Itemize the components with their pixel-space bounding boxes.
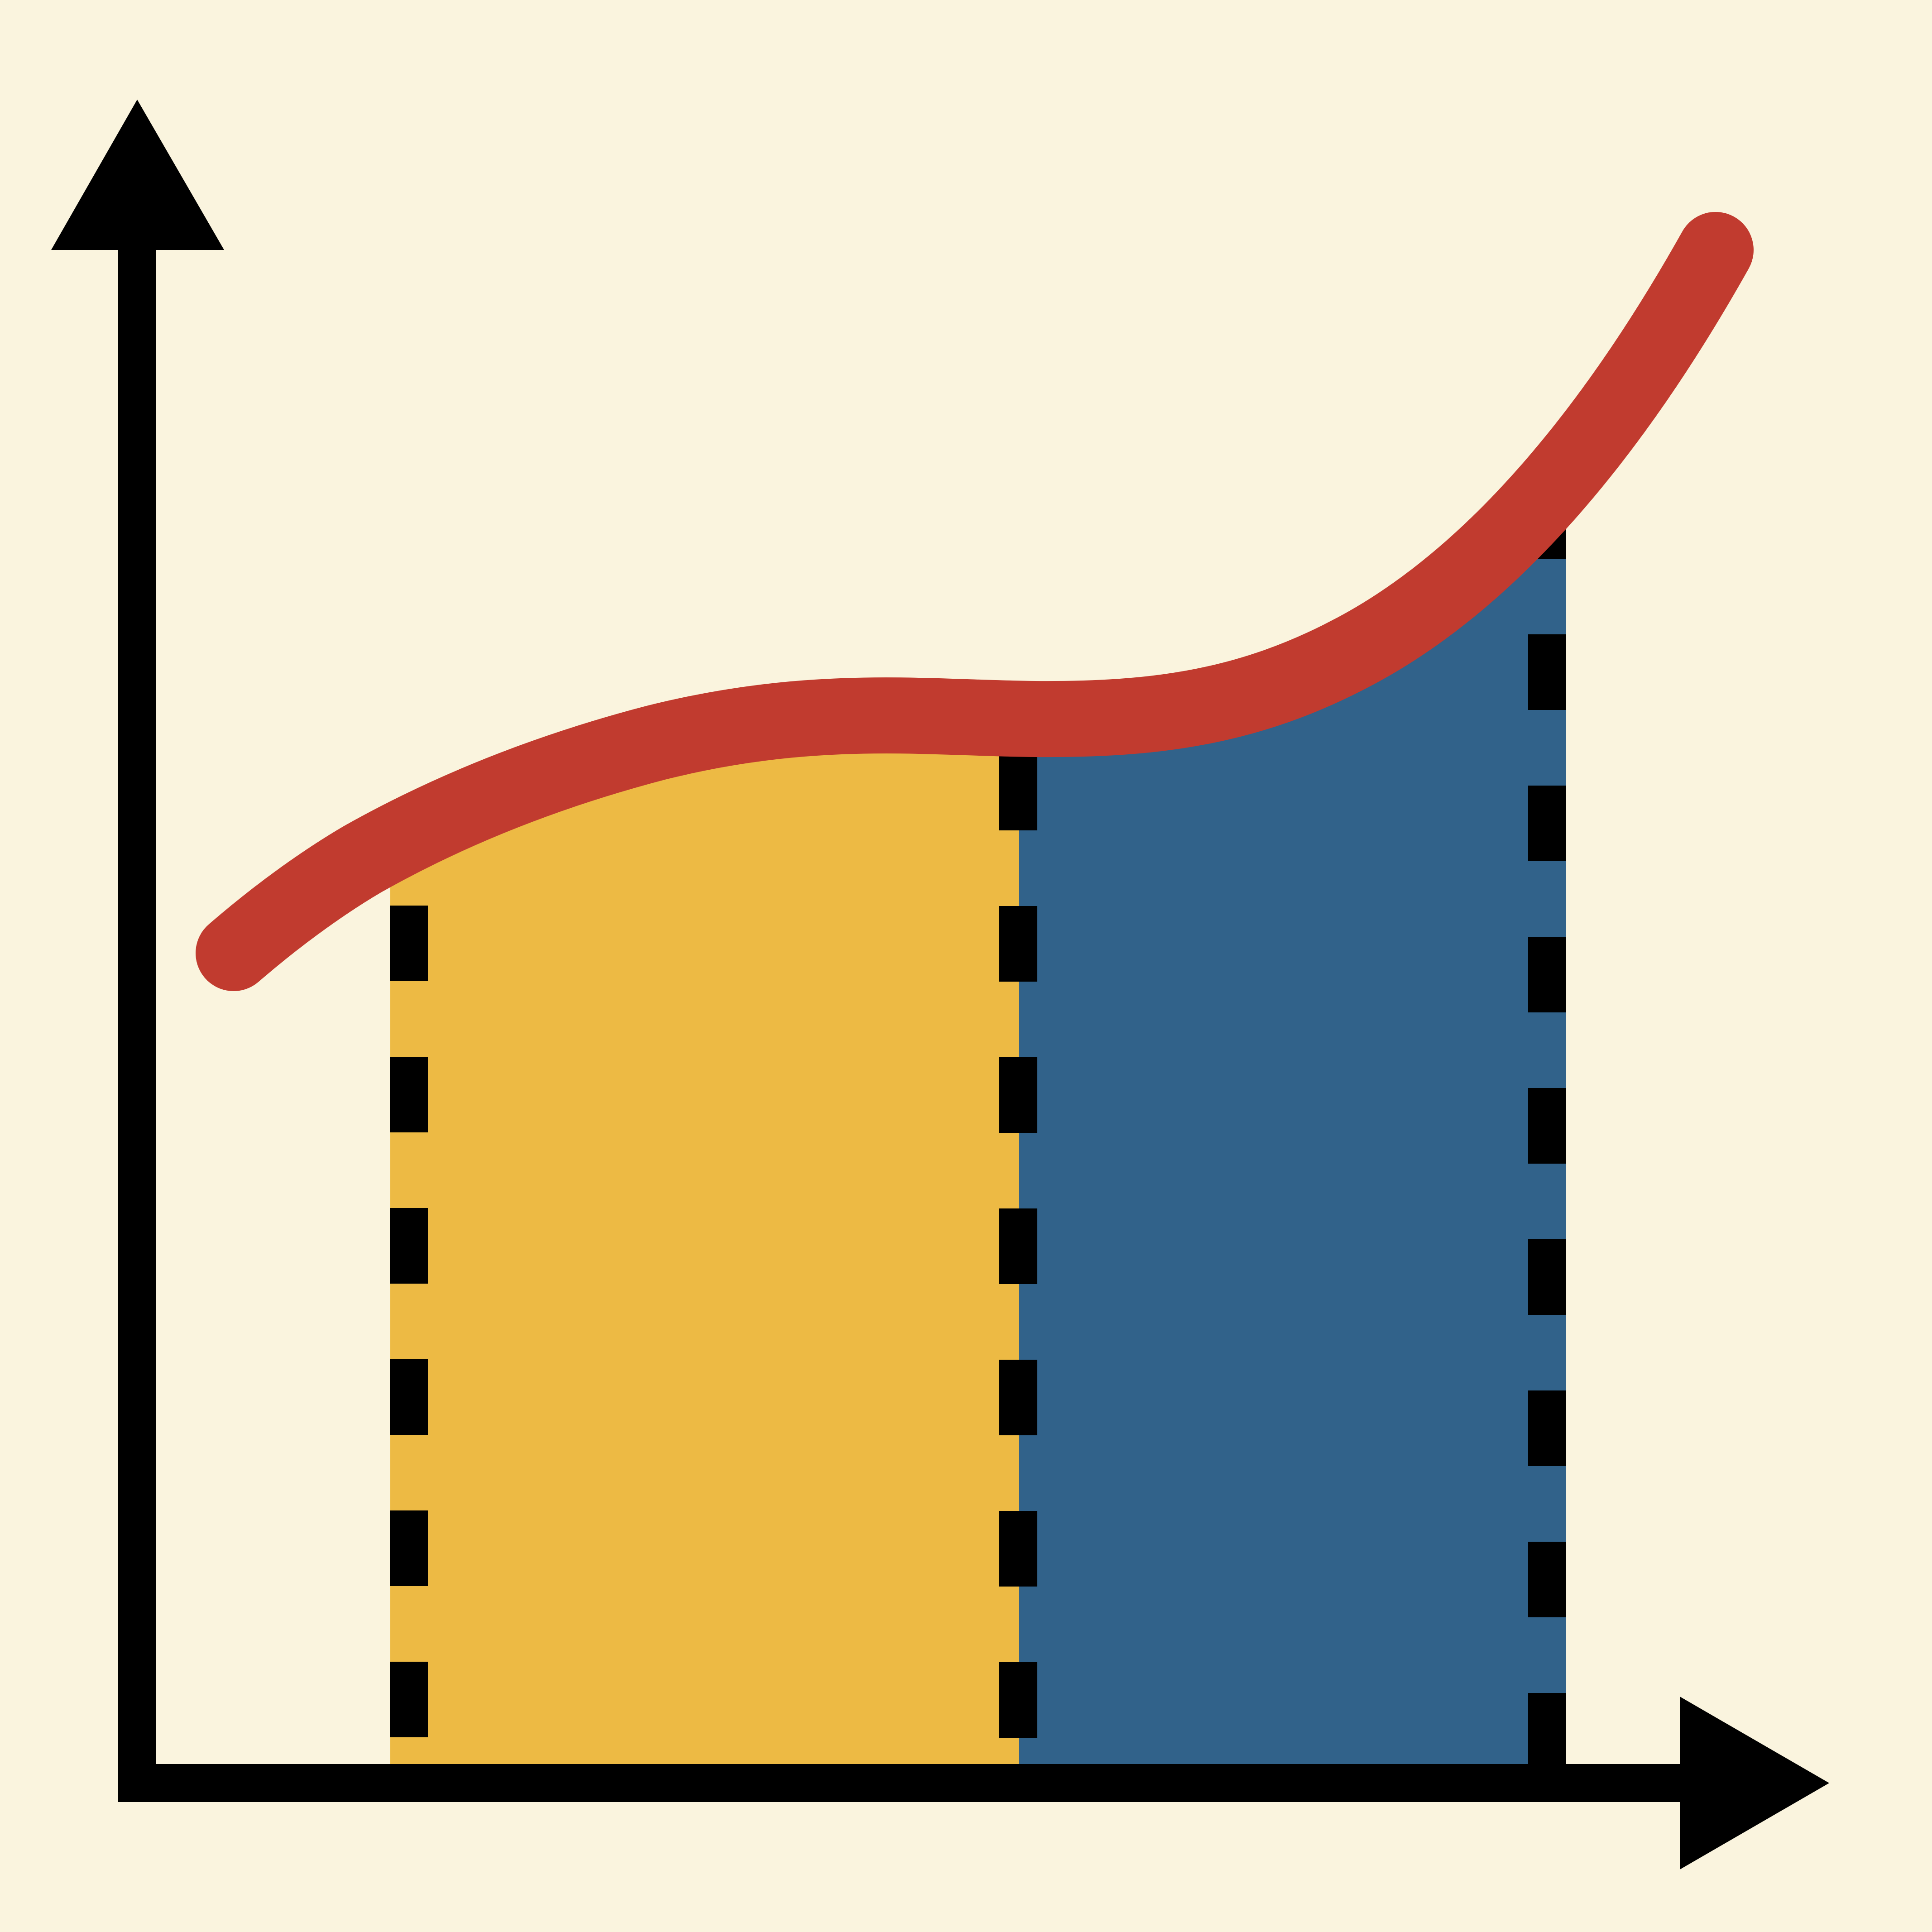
x-axis-arrowhead — [1680, 1697, 1829, 1870]
region-left-fill — [390, 720, 1019, 1765]
y-axis-arrowhead — [51, 100, 224, 250]
function-curve — [196, 212, 1754, 991]
region-right-fill — [1019, 521, 1566, 1765]
